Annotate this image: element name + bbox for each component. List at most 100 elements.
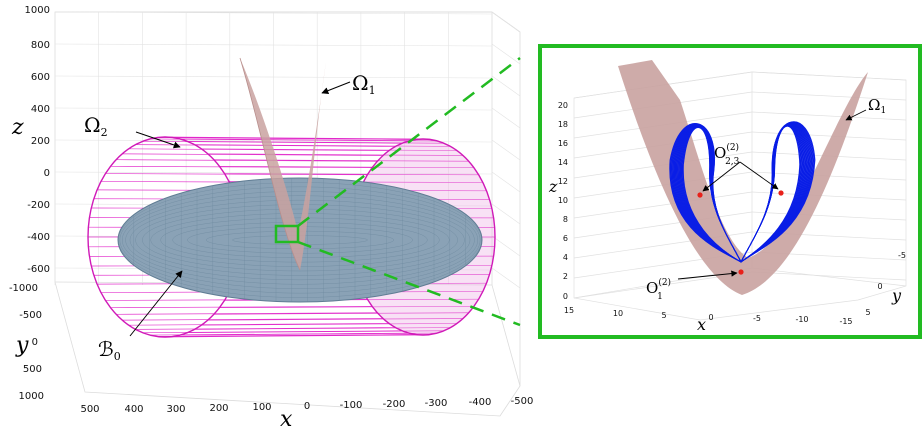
main-z-ticks: 1000 800 600 400 200 0 -200 -400 -600 (25, 5, 50, 275)
y-tick: -500 (19, 310, 42, 321)
o3-point (778, 190, 784, 196)
ellipsoid-mesh-line (125, 195, 475, 285)
grid-line (491, 235, 521, 257)
inset-y-tick: 5 (865, 308, 870, 317)
ellipsoid-mesh-line (129, 199, 471, 281)
z-tick: 200 (31, 136, 50, 147)
omega2-label: Ω2 (84, 113, 108, 139)
inset-omega1-label: Ω1 (868, 96, 886, 116)
cylinder-mesh-line (180, 138, 438, 142)
inset-z-tick: 10 (558, 196, 568, 205)
inset-grid-line (573, 191, 753, 219)
cylinder-mesh-line (122, 318, 384, 321)
attractor-orbit (740, 121, 816, 263)
inset-grid-line (573, 211, 753, 239)
z-tick: 1000 (25, 5, 50, 16)
inset-x-label: x (697, 315, 706, 334)
inset-z-tick: 18 (558, 120, 568, 129)
cylinder-mesh-line (135, 327, 396, 330)
grid-line (491, 203, 521, 225)
inset-grid-line (751, 271, 907, 281)
inset-z-tick: 8 (563, 215, 568, 224)
z-tick: -400 (27, 232, 50, 243)
cylinder-mesh-line (128, 148, 390, 151)
grid-line (491, 267, 521, 289)
x-tick: 400 (124, 404, 143, 415)
cylinder-mesh-line (224, 173, 479, 176)
inset-y-tick: 0 (877, 282, 882, 291)
cylinder-mesh-line (207, 318, 464, 321)
o1-annotation: O(2) 1 (646, 270, 738, 302)
inset-omega1-surface (618, 60, 868, 295)
cylinder-mesh-line (164, 136, 424, 140)
cylinder-mesh-line (219, 165, 474, 169)
inset-attractor (669, 121, 816, 263)
cylinder-mesh-line (172, 137, 431, 140)
y-tick: 500 (23, 364, 42, 375)
inset-x-ticks: 15 10 5 0 -5 -10 -15 (564, 306, 853, 326)
zoom-connector-bottom (297, 240, 521, 327)
x-tick: 0 (304, 401, 310, 412)
x-tick: 200 (209, 403, 228, 414)
inset-z-tick: 12 (558, 177, 568, 186)
cylinder-mesh-line (213, 159, 469, 162)
ellipsoid-mesh-line (135, 204, 465, 276)
zoom-connector-top (297, 57, 521, 227)
inset-z-tick: 14 (558, 158, 568, 167)
omega1-annotation: Ω1 (321, 71, 376, 97)
o1-label: O(2) 1 (646, 277, 671, 302)
main-y-ticks: -1000 -500 0 500 1000 (9, 283, 44, 402)
x-tick: 100 (252, 402, 271, 413)
main-plot: 1000 800 600 400 200 0 -200 -400 -600 z … (9, 5, 533, 429)
cylinder-mesh-line (213, 312, 469, 315)
main-z-label: z (11, 115, 24, 140)
o23-label: O(2) 2,3 (714, 142, 740, 167)
grid-line (491, 171, 521, 193)
inset-z-tick: 16 (558, 139, 568, 148)
z-tick: 0 (44, 168, 50, 179)
cylinder-mesh-line (105, 173, 368, 176)
o23-annotation: O(2) 2,3 (702, 142, 779, 192)
cylinder-mesh-line (201, 323, 457, 326)
grid-line (491, 43, 521, 65)
x-tick: -500 (511, 396, 534, 407)
zoom-box (274, 224, 300, 244)
inset-x-tick: 15 (564, 306, 574, 315)
x-tick: -200 (383, 399, 406, 410)
cylinder-mesh-line (194, 327, 451, 330)
attractor-orbit (669, 123, 742, 263)
grid-line (491, 107, 521, 129)
z-tick: -600 (27, 264, 50, 275)
x-tick: -300 (425, 398, 448, 409)
o2-point (697, 192, 703, 198)
ellipsoid-mesh-line (142, 208, 458, 272)
main-x-label: x (280, 407, 293, 429)
cylinder-mesh-line (207, 153, 464, 156)
y-tick: -1000 (9, 283, 38, 294)
cylinder-mesh-line (219, 305, 474, 309)
grid-line (491, 75, 521, 97)
cylinder-mesh-line (149, 332, 409, 336)
x-tick: 500 (80, 404, 99, 415)
inset-grid-line (751, 111, 907, 121)
cylinder-mesh-line (122, 153, 384, 156)
inset-x-tick: 0 (708, 313, 713, 322)
inset-grid-line (751, 91, 907, 101)
main-x-ticks: 500 400 300 200 100 0 -100 -200 -300 -40… (80, 396, 533, 415)
z-tick: -200 (27, 200, 50, 211)
grid-line (491, 11, 521, 33)
inset-z-label: z (548, 177, 558, 196)
main-y-label: y (15, 333, 29, 358)
omega2-annotation: Ω2 (84, 113, 181, 149)
omega1-label: Ω1 (352, 71, 376, 97)
inset-grid-line (751, 191, 907, 201)
inset-y-tick: -5 (898, 251, 906, 260)
cylinder-mesh-line (157, 334, 416, 337)
inset-z-tick: 4 (563, 253, 568, 262)
inset-z-tick: 2 (563, 272, 568, 281)
inset-grid-line (751, 71, 907, 81)
inset-plot: 20 18 16 14 12 10 8 6 4 2 0 z 15 10 5 0 … (538, 44, 922, 339)
inset-y-label: y (891, 286, 902, 305)
b0-annotation: ℬ0 (98, 270, 183, 363)
cylinder-mesh-line (116, 159, 378, 162)
